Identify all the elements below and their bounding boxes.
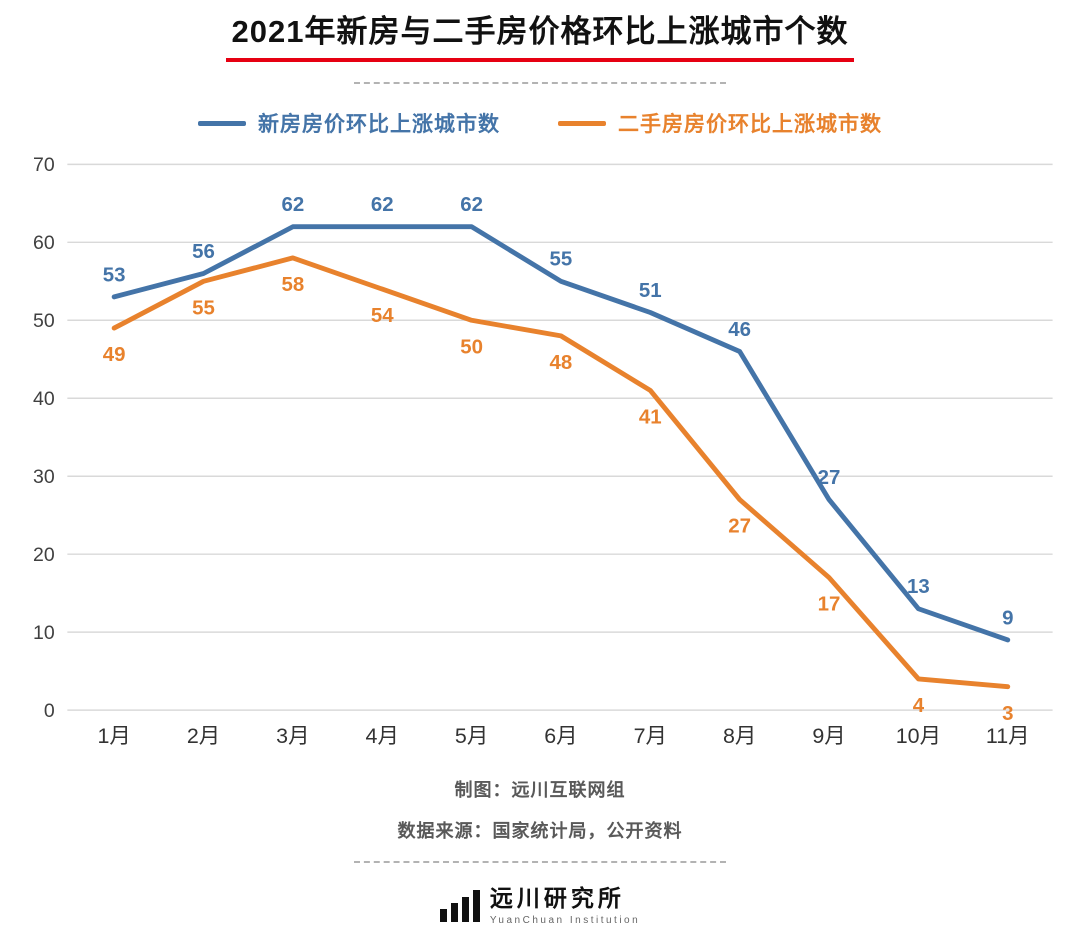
data-label: 51 [639, 279, 662, 302]
y-tick-label: 30 [33, 466, 55, 488]
y-tick-label: 40 [33, 388, 55, 410]
legend-item-secondhand-homes: 二手房房价环比上涨城市数 [558, 108, 882, 138]
x-tick-label: 3月 [276, 724, 309, 748]
y-tick-label: 10 [33, 622, 55, 644]
y-tick-label: 20 [33, 544, 55, 566]
x-tick-label: 2月 [187, 724, 220, 748]
data-label: 53 [103, 263, 126, 286]
x-tick-label: 7月 [634, 724, 667, 748]
series-line [111, 255, 1011, 690]
page-title: 2021年新房与二手房价格环比上涨城市个数 [225, 6, 855, 62]
line-chart: 0 10 20 30 40 50 60 70 1月 2月 3月 4月 5月 6月 7月 8月 9月 10月 11月 5… [33, 154, 1053, 748]
bar-chart-icon [439, 890, 480, 926]
data-label: 13 [907, 575, 930, 598]
data-label: 62 [460, 193, 483, 216]
data-label: 3 [1002, 702, 1013, 725]
x-tick-label: 11月 [986, 724, 1030, 748]
bottom-dashed-divider [354, 861, 726, 863]
data-label: 55 [550, 248, 573, 271]
data-label: 62 [281, 193, 304, 216]
y-tick-label: 60 [33, 232, 55, 254]
series-line [111, 224, 1011, 643]
data-label: 17 [818, 593, 841, 616]
legend-item-new-homes: 新房房价环比上涨城市数 [198, 108, 500, 138]
legend-swatch-new-homes [198, 120, 246, 126]
yuanchuan-logo: 远川研究所 YuanChuan Institution [439, 879, 640, 926]
data-label: 58 [281, 273, 304, 296]
legend-label-secondhand-homes: 二手房房价环比上涨城市数 [618, 113, 882, 136]
data-label: 27 [818, 466, 841, 489]
y-tick-label: 0 [44, 700, 55, 722]
logo-text: 远川研究所 YuanChuan Institution [490, 879, 640, 926]
data-label: 54 [371, 304, 394, 327]
logo-name: 远川研究所 [489, 885, 625, 911]
legend-swatch-secondhand-homes [558, 120, 606, 126]
x-tick-label: 1月 [97, 724, 130, 748]
x-tick-label: 8月 [723, 724, 756, 748]
x-tick-label: 6月 [544, 724, 577, 748]
data-source: 数据来源：国家统计局，公开资料 [397, 821, 683, 841]
data-label: 62 [371, 193, 394, 216]
data-label: 4 [913, 694, 925, 717]
data-label: 27 [728, 515, 751, 538]
legend: 新房房价环比上涨城市数 二手房房价环比上涨城市数 [198, 108, 882, 138]
legend-label-new-homes: 新房房价环比上涨城市数 [258, 113, 500, 136]
x-tick-label: 4月 [366, 724, 399, 748]
y-tick-label: 50 [33, 310, 55, 332]
data-label: 50 [460, 335, 483, 358]
chart-credit: 制图：远川互联网组 [454, 780, 626, 800]
data-label: 41 [639, 406, 662, 429]
x-tick-label: 5月 [455, 724, 488, 748]
y-tick-label: 70 [33, 154, 55, 176]
data-label: 9 [1002, 606, 1013, 629]
data-label: 46 [728, 318, 751, 341]
data-label: 49 [103, 343, 126, 366]
top-dashed-divider [354, 82, 726, 84]
logo-subname: YuanChuan Institution [489, 915, 641, 926]
x-tick-label: 10月 [896, 724, 941, 748]
x-tick-label: 9月 [812, 724, 845, 748]
data-label: 55 [192, 296, 215, 319]
data-label: 56 [192, 240, 215, 263]
data-label: 48 [550, 351, 573, 374]
